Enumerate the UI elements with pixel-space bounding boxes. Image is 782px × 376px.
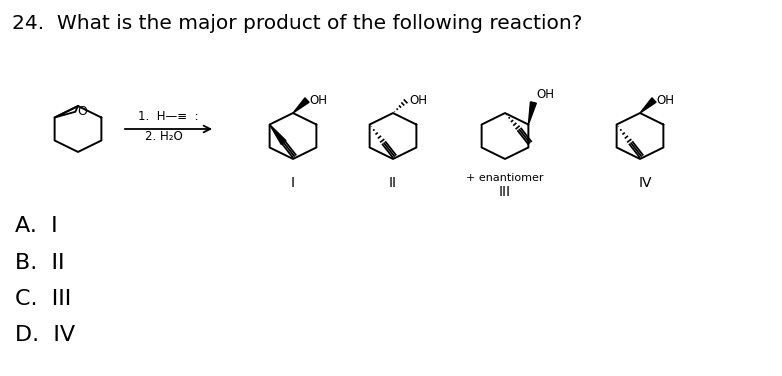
Text: OH: OH (309, 94, 327, 106)
Polygon shape (293, 98, 309, 113)
Text: II: II (389, 176, 397, 190)
Text: O: O (77, 105, 87, 118)
Text: B.  II: B. II (15, 253, 64, 273)
Text: A.  I: A. I (15, 216, 58, 236)
Text: III: III (499, 185, 511, 199)
Polygon shape (270, 124, 286, 144)
Text: OH: OH (656, 94, 674, 106)
Polygon shape (529, 102, 536, 124)
Text: 24.  What is the major product of the following reaction?: 24. What is the major product of the fol… (12, 14, 583, 33)
Text: I: I (291, 176, 295, 190)
Text: + enantiomer: + enantiomer (466, 173, 543, 183)
Text: OH: OH (536, 88, 554, 100)
Polygon shape (640, 98, 656, 113)
Text: 2. H₂O: 2. H₂O (145, 129, 183, 143)
Text: IV: IV (638, 176, 651, 190)
Text: C.  III: C. III (15, 289, 71, 309)
Text: OH: OH (409, 94, 427, 106)
Text: D.  IV: D. IV (15, 325, 75, 345)
Text: 1.  H—≡  :: 1. H—≡ : (138, 109, 199, 123)
